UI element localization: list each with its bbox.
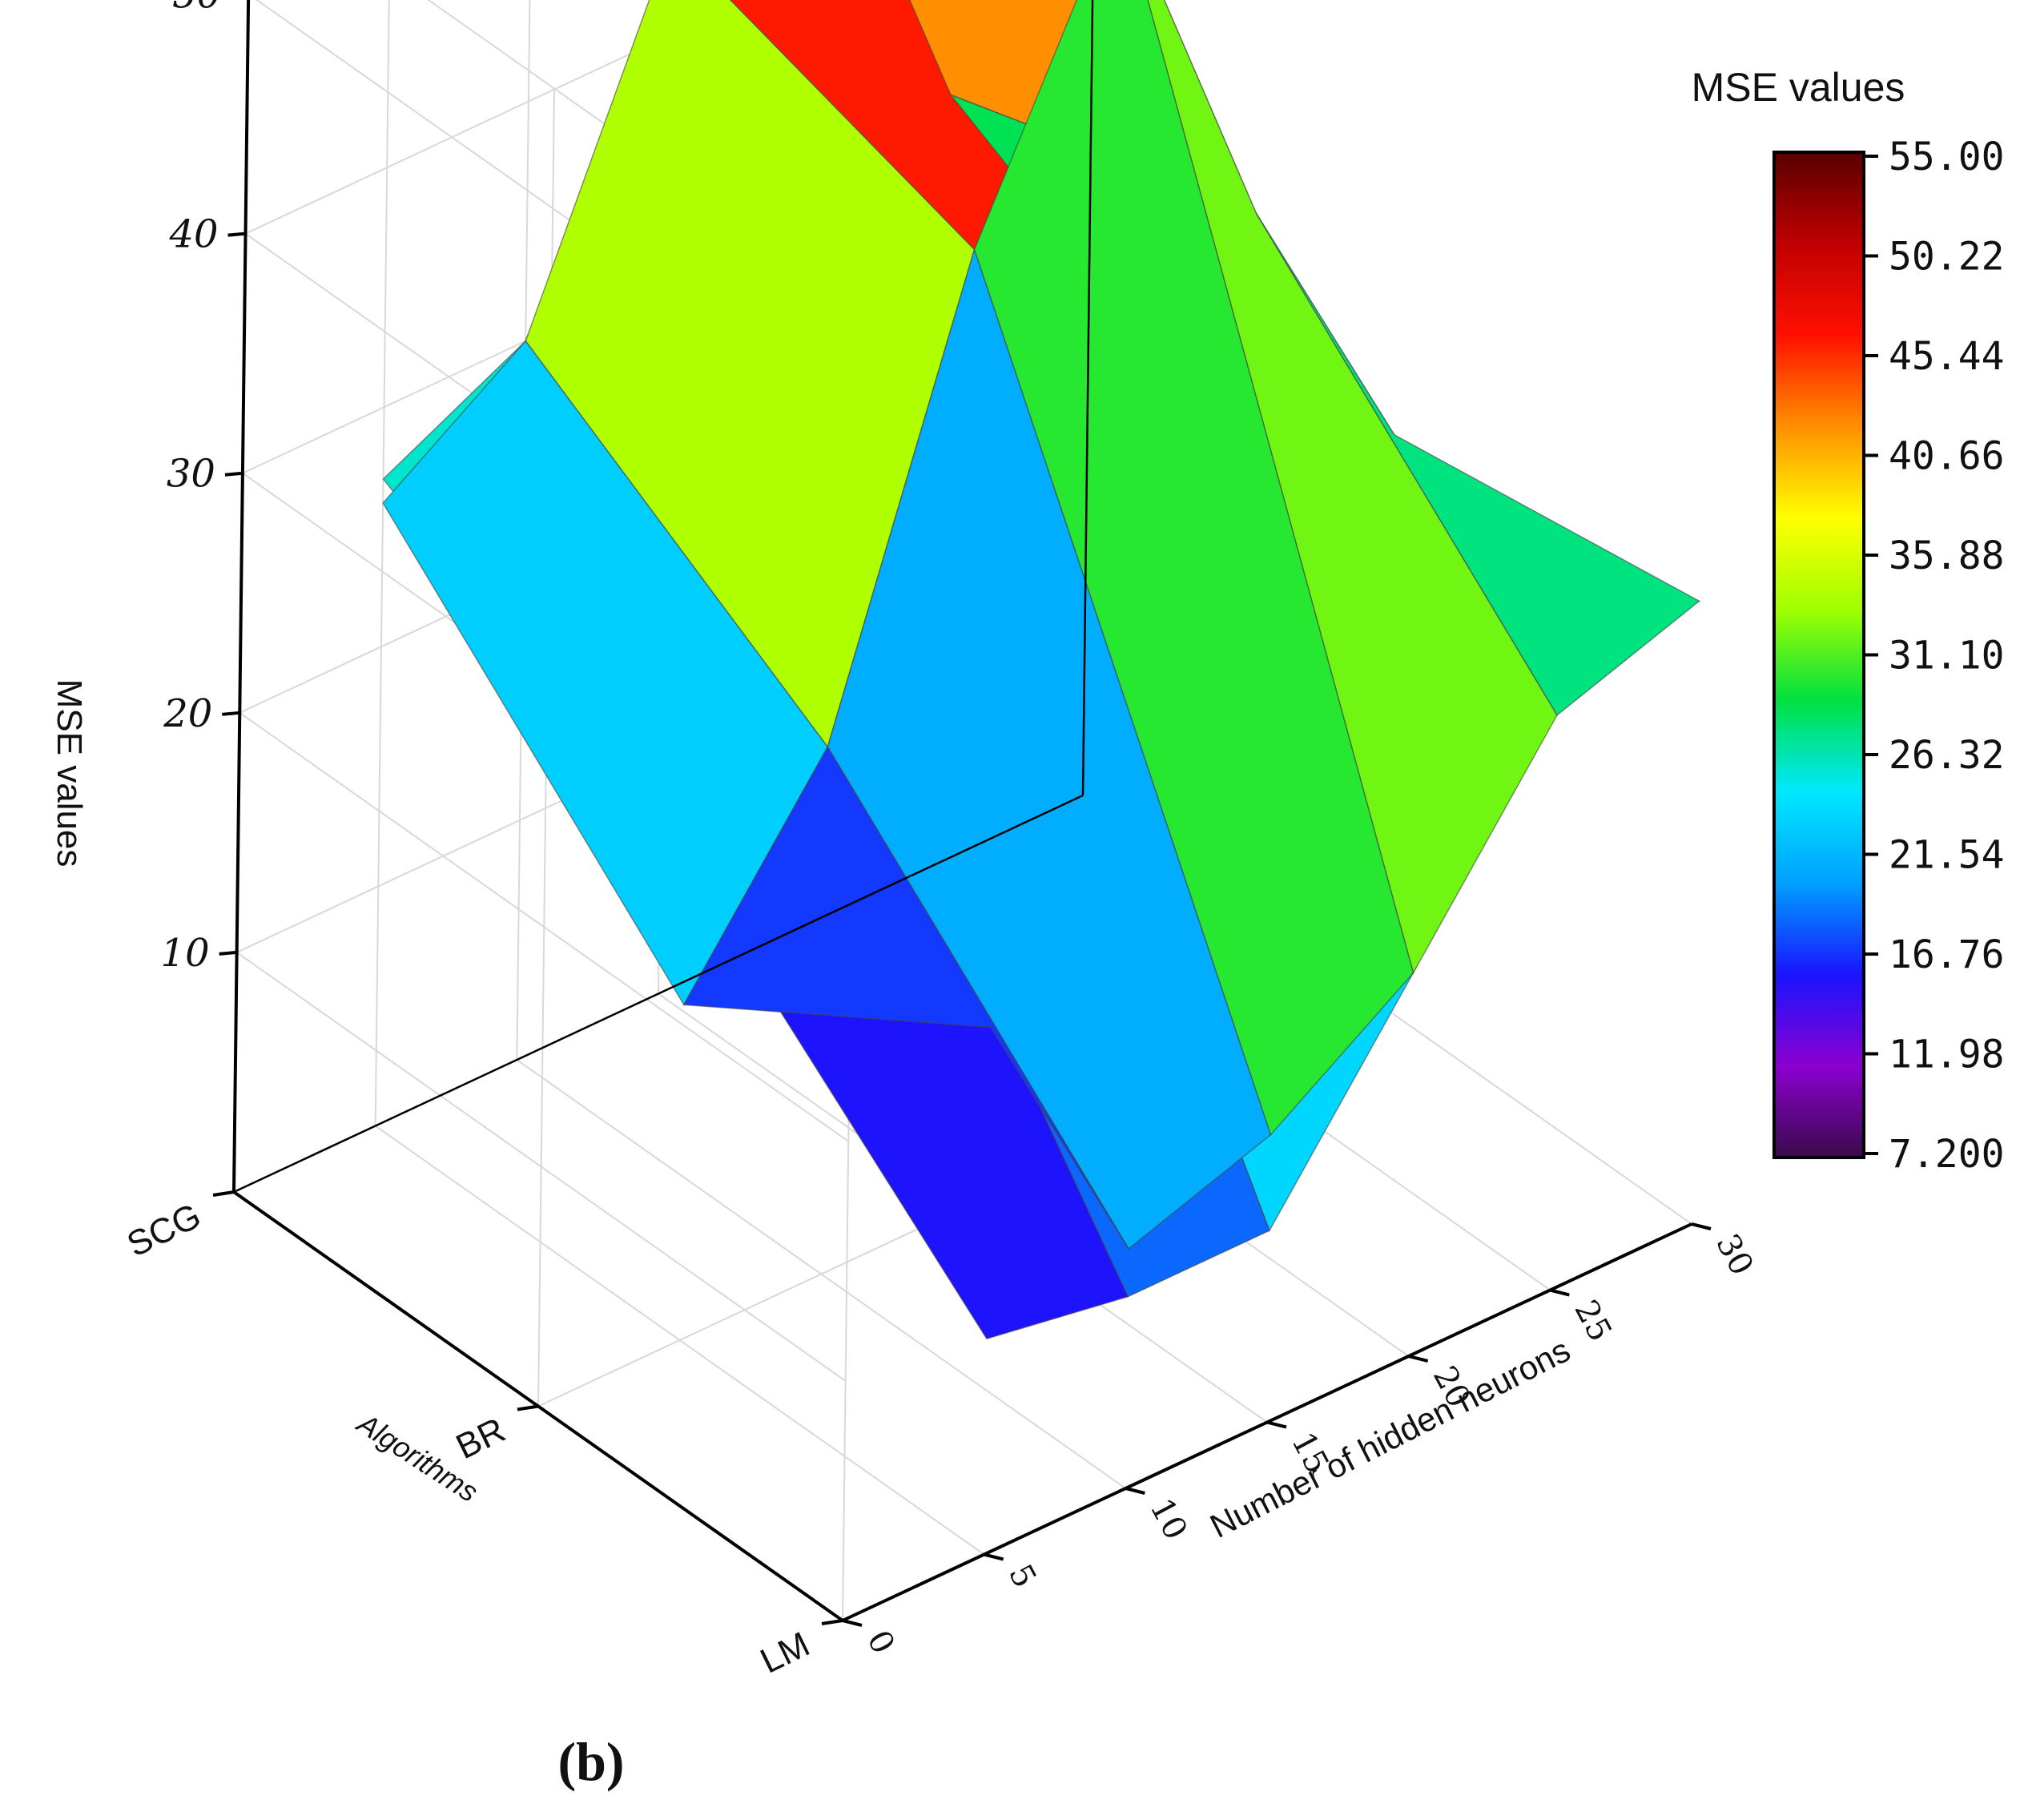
z-axis-line bbox=[232, 0, 251, 1193]
colorbar-tick-label: 11.98 bbox=[1889, 1033, 2005, 1077]
box-edge bbox=[233, 794, 1084, 1194]
algorithm-tick-label: BR bbox=[450, 1410, 511, 1467]
neuron-tick-mark bbox=[1691, 1222, 1712, 1230]
z-tick-label: 20 bbox=[163, 691, 212, 736]
z-tick-mark bbox=[222, 711, 240, 716]
surface-cell bbox=[1255, 212, 1700, 716]
neuron-tick-mark bbox=[1125, 1487, 1145, 1495]
neuron-tick-mark bbox=[1549, 1288, 1570, 1297]
colorbar: MSE values 55.00 50.22 45.44 40.66 35.88 31.1… bbox=[1692, 65, 2005, 1177]
neuron-axis-title: Number of hidden neurons bbox=[1204, 1331, 1575, 1545]
surfaces bbox=[382, 0, 1701, 1340]
colorbar-tick-label: 26.32 bbox=[1889, 733, 2005, 778]
colorbar-ticks: 55.00 50.22 45.44 40.66 35.88 31.10 26.32 21.54… bbox=[1864, 135, 2005, 1177]
colorbar-tick-label: 50.22 bbox=[1889, 235, 2005, 280]
colorbar-tick-label: 16.76 bbox=[1889, 932, 2005, 977]
z-axis-title: MSE values bbox=[50, 679, 89, 868]
z-tick-mark bbox=[219, 950, 237, 956]
z-tick-mark bbox=[227, 232, 246, 237]
algorithm-tick-mark bbox=[517, 1404, 539, 1411]
colorbar-tick-label: 21.54 bbox=[1889, 833, 2005, 878]
panel-label: (b) bbox=[557, 1731, 624, 1792]
neuron-tick-label: 0 bbox=[859, 1625, 902, 1660]
algorithm-tick-mark bbox=[821, 1619, 843, 1625]
neuron-tick-mark bbox=[842, 1619, 863, 1627]
z-tick-label: 10 bbox=[161, 931, 210, 976]
neuron-tick-label: 5 bbox=[1001, 1559, 1044, 1594]
z-tick-label: 30 bbox=[167, 452, 215, 497]
neuron-tick-label: 30 bbox=[1708, 1228, 1760, 1282]
z-tick-mark bbox=[224, 471, 243, 477]
colorbar-title: MSE values bbox=[1692, 65, 1905, 110]
algorithm-tick-mark bbox=[212, 1190, 235, 1197]
z-axis-ticks: 10 20 30 40 50 bbox=[161, 0, 246, 976]
surface-cell bbox=[682, 746, 1129, 1250]
colorbar-tick-label: 55.00 bbox=[1889, 135, 2005, 179]
z-tick-label: 40 bbox=[168, 212, 218, 257]
neuron-tick-mark bbox=[1266, 1420, 1287, 1429]
neuron-tick-mark bbox=[984, 1552, 1004, 1561]
neuron-tick-label: 25 bbox=[1567, 1295, 1619, 1348]
neuron-tick-mark bbox=[1408, 1355, 1429, 1363]
colorbar-tick-label: 7.200 bbox=[1889, 1132, 2005, 1177]
colorbar-tick-label: 45.44 bbox=[1889, 334, 2005, 379]
neuron-tick-label: 10 bbox=[1142, 1492, 1194, 1546]
colorbar-tick-label: 35.88 bbox=[1889, 534, 2005, 578]
box-edge bbox=[1081, 0, 1094, 796]
algorithm-tick-label: LM bbox=[754, 1625, 815, 1681]
colorbar-tick-label: 40.66 bbox=[1889, 434, 2005, 479]
surface-2 bbox=[382, 0, 1700, 1250]
z-tick-label: 50 bbox=[172, 0, 221, 18]
colorbar-bar bbox=[1772, 151, 1865, 1159]
algorithm-axis-ticks: LM BR SCG bbox=[121, 1190, 843, 1681]
colorbar-tick-label: 31.10 bbox=[1889, 634, 2005, 678]
algorithm-tick-label: SCG bbox=[121, 1196, 207, 1265]
